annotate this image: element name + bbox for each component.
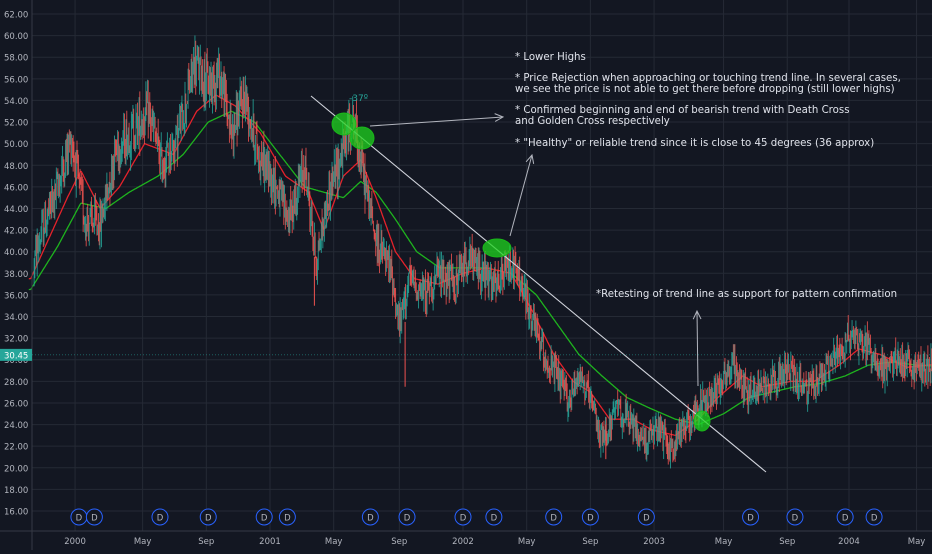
x-tick-label: May <box>134 537 152 547</box>
highlight-ellipse[interactable] <box>482 238 512 258</box>
y-tick-label: 38.00 <box>4 270 28 280</box>
dividend-marker-label: D <box>643 514 650 524</box>
dividend-marker[interactable] <box>454 508 472 526</box>
x-tick-label: May <box>908 537 926 547</box>
annotation-arrow <box>696 310 699 387</box>
annotation-arrow <box>369 116 504 127</box>
dividend-marker[interactable] <box>865 508 883 526</box>
y-tick-label: 30.00 <box>4 356 28 366</box>
y-tick-label: 42.00 <box>4 227 28 237</box>
dividend-marker-label: D <box>587 514 594 524</box>
dividend-marker-label: D <box>842 514 849 524</box>
last-price-badge <box>0 348 32 361</box>
dividend-marker-label: D <box>284 514 291 524</box>
dividend-marker[interactable] <box>637 508 655 526</box>
trend-line <box>310 95 767 473</box>
dividend-marker-label: D <box>404 514 411 524</box>
dividend-marker[interactable] <box>151 508 169 526</box>
dividend-marker-label: D <box>871 514 878 524</box>
annotation-text: * Confirmed beginning and end of bearish… <box>515 105 850 116</box>
dividend-marker-label: D <box>792 514 799 524</box>
dividend-marker-label: D <box>76 514 83 524</box>
dividend-marker[interactable] <box>278 508 296 526</box>
annotation-arrow-head <box>525 153 535 164</box>
y-tick-label: 50.00 <box>4 140 28 150</box>
dividend-marker[interactable] <box>85 508 103 526</box>
dividend-marker[interactable] <box>581 508 599 526</box>
annotation-text: * Lower Highs <box>515 52 586 63</box>
dividend-marker[interactable] <box>199 508 217 526</box>
y-tick-label: 16.00 <box>4 508 28 518</box>
x-tick-label: Sep <box>391 537 407 547</box>
dividend-marker-label: D <box>205 514 212 524</box>
dividend-marker-label: D <box>367 514 374 524</box>
y-tick-label: 20.00 <box>4 464 28 474</box>
highlight-ellipse[interactable] <box>349 126 375 150</box>
dividend-marker[interactable] <box>742 508 760 526</box>
y-tick-label: 24.00 <box>4 421 28 431</box>
y-tick-label: 18.00 <box>4 486 28 496</box>
dividend-marker[interactable] <box>786 508 804 526</box>
annotation-text: * "Healthy" or reliable trend since it i… <box>515 138 874 149</box>
y-tick-label: 28.00 <box>4 378 28 388</box>
x-tick-label: 2002 <box>452 537 474 547</box>
y-tick-label: 56.00 <box>4 75 28 85</box>
dividend-marker-label: D <box>550 514 557 524</box>
y-tick-label: 44.00 <box>4 205 28 215</box>
highlight-ellipse[interactable] <box>331 112 357 136</box>
y-tick-label: 40.00 <box>4 248 28 258</box>
dividend-marker-label: D <box>747 514 754 524</box>
x-tick-label: 2000 <box>64 537 86 547</box>
dividend-marker-label: D <box>157 514 164 524</box>
y-tick-label: 52.00 <box>4 119 28 129</box>
x-tick-label: Sep <box>198 537 214 547</box>
annotation-text: *Retesting of trend line as support for … <box>596 289 897 300</box>
annotation-arrow-head <box>692 309 702 320</box>
dividend-marker-label: D <box>491 514 498 524</box>
x-tick-label: 2003 <box>643 537 665 547</box>
y-tick-label: 60.00 <box>4 32 28 42</box>
annotation-arrow <box>509 154 533 237</box>
dividend-marker[interactable] <box>398 508 416 526</box>
y-tick-label: 48.00 <box>4 162 28 172</box>
y-tick-label: 26.00 <box>4 399 28 409</box>
dividend-marker-label: D <box>460 514 467 524</box>
annotation-text: * Price Rejection when approaching or to… <box>515 73 901 84</box>
dividend-marker[interactable] <box>545 508 563 526</box>
y-tick-label: 22.00 <box>4 443 28 453</box>
dividend-marker[interactable] <box>836 508 854 526</box>
dividend-marker[interactable] <box>255 508 273 526</box>
dividend-marker-label: D <box>91 514 98 524</box>
y-tick-label: 62.00 <box>4 11 28 21</box>
dividend-marker-label: D <box>261 514 268 524</box>
x-tick-label: May <box>518 537 536 547</box>
annotation-arrow-head <box>494 113 505 122</box>
annotation-text: and Golden Cross respectively <box>515 116 670 127</box>
x-tick-label: May <box>325 537 343 547</box>
dividend-marker[interactable] <box>361 508 379 526</box>
y-tick-label: 58.00 <box>4 54 28 64</box>
last-price-label: 30.45 <box>4 351 28 361</box>
x-tick-label: Sep <box>582 537 598 547</box>
y-tick-label: 36.00 <box>4 291 28 301</box>
y-tick-label: 32.00 <box>4 335 28 345</box>
y-tick-label: 54.00 <box>4 97 28 107</box>
x-tick-label: 2004 <box>838 537 860 547</box>
y-tick-label: 34.00 <box>4 313 28 323</box>
y-tick-label: 46.00 <box>4 183 28 193</box>
trend-angle-label: -37º <box>349 94 368 104</box>
annotation-text: we see the price is not able to get ther… <box>515 84 895 95</box>
dividend-marker[interactable] <box>485 508 503 526</box>
x-tick-label: 2001 <box>259 537 281 547</box>
x-tick-label: Sep <box>779 537 795 547</box>
x-tick-label: May <box>715 537 733 547</box>
highlight-ellipse[interactable] <box>693 410 711 432</box>
